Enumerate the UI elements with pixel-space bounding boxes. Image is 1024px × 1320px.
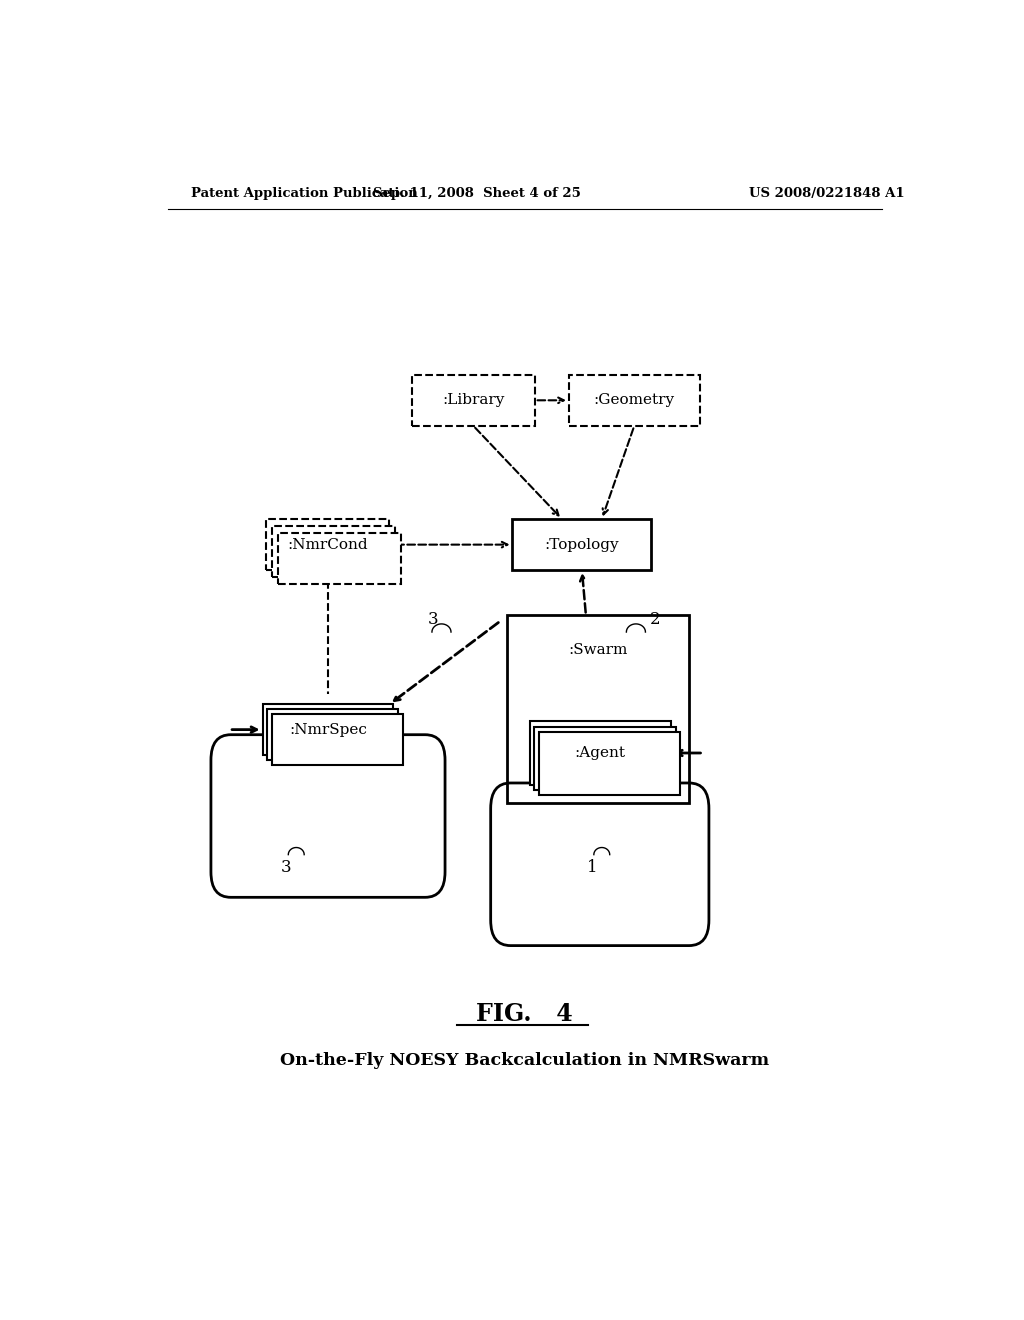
FancyBboxPatch shape <box>539 731 680 795</box>
Text: FIG.   4: FIG. 4 <box>476 1002 573 1026</box>
Text: Patent Application Publication: Patent Application Publication <box>191 187 418 201</box>
FancyBboxPatch shape <box>266 519 389 570</box>
FancyBboxPatch shape <box>262 704 393 755</box>
FancyBboxPatch shape <box>507 615 689 804</box>
Text: On-the-Fly NOESY Backcalculation in NMRSwarm: On-the-Fly NOESY Backcalculation in NMRS… <box>281 1052 769 1069</box>
FancyBboxPatch shape <box>272 527 395 577</box>
FancyBboxPatch shape <box>412 375 535 426</box>
Text: :Library: :Library <box>442 393 505 408</box>
FancyBboxPatch shape <box>278 533 400 585</box>
Text: Sep. 11, 2008  Sheet 4 of 25: Sep. 11, 2008 Sheet 4 of 25 <box>373 187 582 201</box>
Text: 3: 3 <box>282 859 292 876</box>
FancyBboxPatch shape <box>569 375 699 426</box>
FancyBboxPatch shape <box>512 519 651 570</box>
FancyBboxPatch shape <box>535 726 676 789</box>
Text: :Swarm: :Swarm <box>568 643 628 657</box>
Text: :Geometry: :Geometry <box>594 393 675 408</box>
FancyBboxPatch shape <box>272 714 403 766</box>
Text: 3: 3 <box>428 611 438 628</box>
Text: 2: 2 <box>650 611 660 628</box>
FancyBboxPatch shape <box>529 722 671 784</box>
Text: US 2008/0221848 A1: US 2008/0221848 A1 <box>749 187 904 201</box>
Text: :Topology: :Topology <box>545 537 620 552</box>
Text: :Agent: :Agent <box>574 746 626 760</box>
Text: :NmrCond: :NmrCond <box>288 537 369 552</box>
FancyBboxPatch shape <box>267 709 398 760</box>
Text: 1: 1 <box>587 859 597 876</box>
Text: :NmrSpec: :NmrSpec <box>289 722 367 737</box>
